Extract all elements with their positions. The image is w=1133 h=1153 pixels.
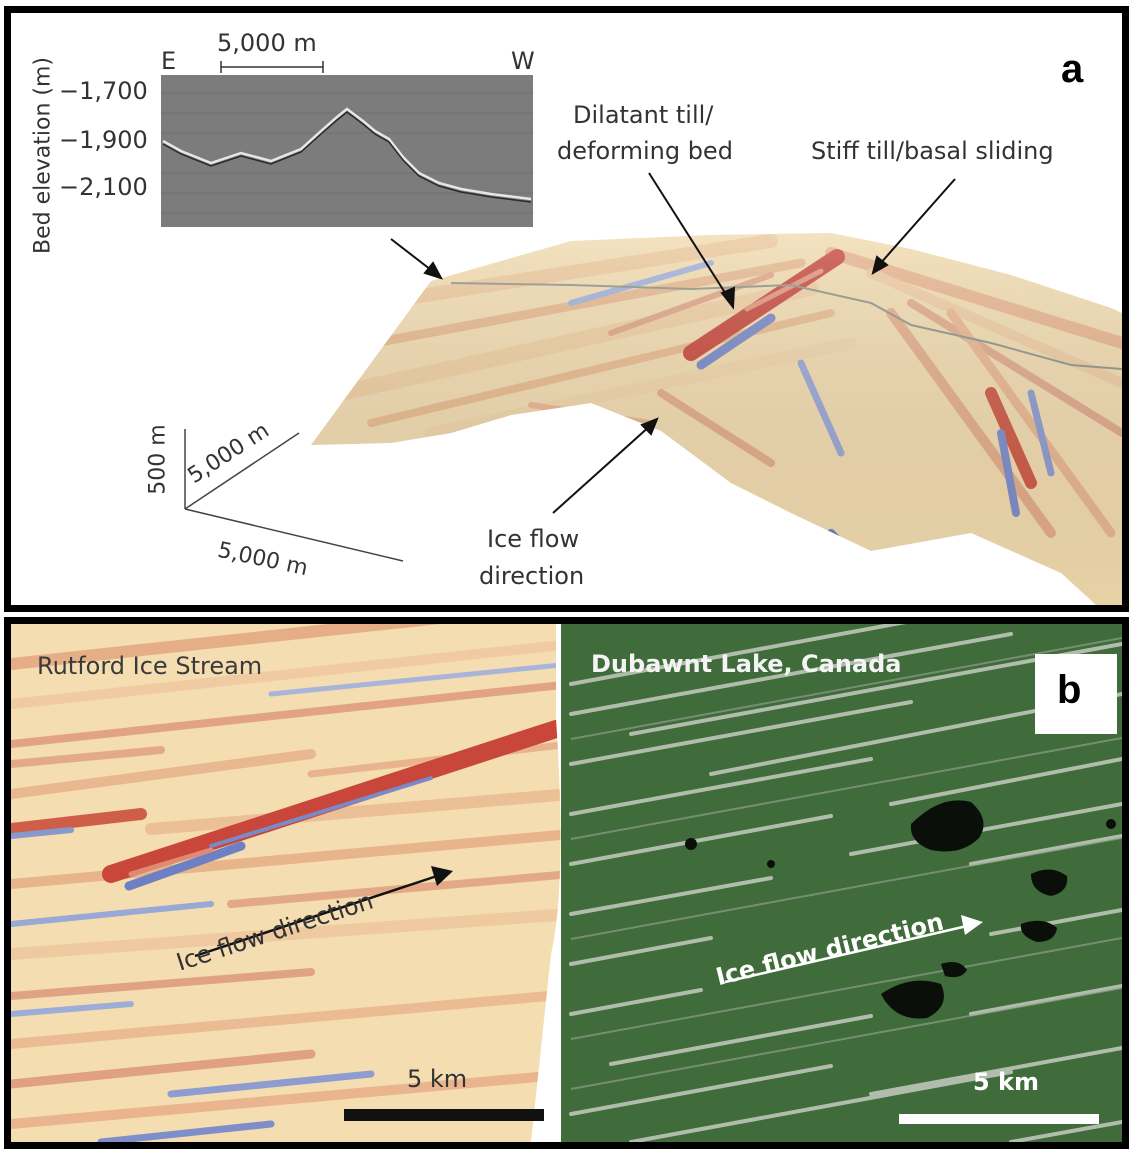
panel-b: Rutford Ice Stream Dubawnt Lake, Canada … [4, 617, 1129, 1149]
radar-inset [161, 61, 533, 227]
inset-ytick-1: −1,700 [59, 77, 148, 105]
inset-ytick-3: −2,100 [59, 173, 148, 201]
right-scale-label: 5 km [973, 1068, 1040, 1096]
dilatant-label-2: deforming bed [557, 137, 733, 165]
stiff-till-label: Stiff till/basal sliding [811, 137, 1054, 165]
rutford-title: Rutford Ice Stream [37, 652, 263, 680]
left-scale-bar [344, 1109, 544, 1121]
panel-a-graphics [161, 61, 1122, 605]
inset-ytick-2: −1,900 [59, 126, 148, 154]
panel-a: a Bed elevation (m) −1,700 −1,900 −2,100… [4, 6, 1129, 612]
annotation-arrows [390, 172, 956, 514]
inset-ylabel: Bed elevation (m) [30, 57, 56, 255]
lakes [685, 800, 1116, 1019]
rutford-bed-map [11, 624, 561, 1142]
left-scale-label: 5 km [407, 1065, 468, 1093]
panel-a-letter: a [1061, 47, 1084, 91]
dilatant-label-1: Dilatant till/ [573, 101, 714, 129]
panel-b-letter: b [1057, 668, 1082, 712]
ice-flow-label-1: Ice flow [487, 525, 580, 553]
scale-vertical-label: 500 m [145, 424, 171, 495]
panel-b-letter-box [1035, 654, 1117, 734]
right-scale-bar [899, 1114, 1099, 1124]
bed-surface [311, 233, 1122, 605]
ice-flow-label-2: direction [479, 562, 585, 590]
dubawnt-satellite-image [561, 624, 1122, 1142]
dubawnt-title: Dubawnt Lake, Canada [591, 650, 902, 678]
inset-scale-label: 5,000 m [217, 29, 317, 57]
right-flow-arrow [724, 915, 983, 984]
inset-left-end: E [161, 47, 177, 75]
panel-b-graphics [11, 624, 1122, 1142]
left-flow-arrow [194, 866, 453, 958]
inset-right-end: W [511, 47, 535, 75]
scale-axes [184, 429, 404, 562]
